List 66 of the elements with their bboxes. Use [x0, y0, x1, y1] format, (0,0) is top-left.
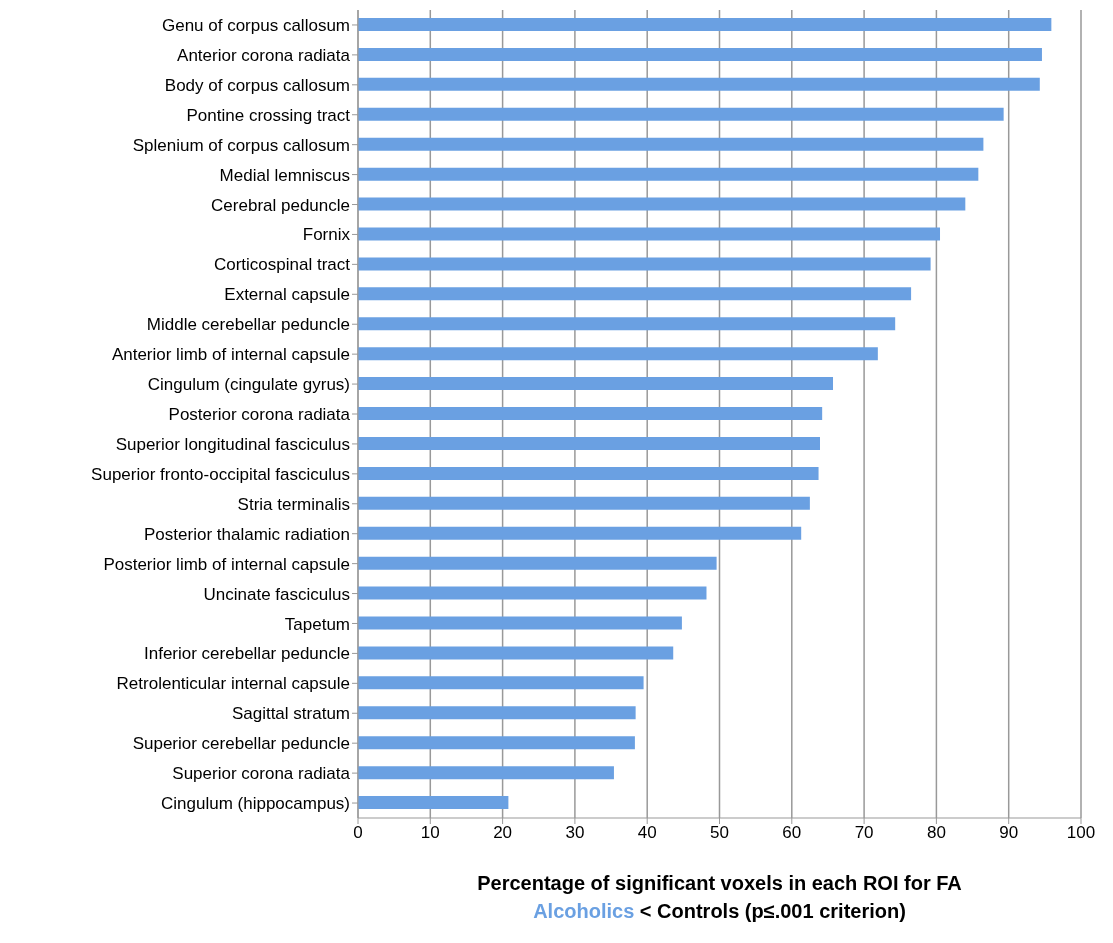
bar: [358, 317, 896, 331]
x-tick-label: 60: [782, 823, 802, 843]
y-tick-label: Uncinate fasciculus: [203, 584, 350, 604]
bar: [358, 646, 674, 660]
y-tick-label: Posterior limb of internal capsule: [103, 554, 350, 574]
y-tick-label: Middle cerebellar peduncle: [146, 315, 350, 335]
x-tick-label: 0: [353, 823, 363, 843]
y-tick-label: Corticospinal tract: [213, 255, 351, 275]
bar: [358, 167, 979, 181]
bar: [358, 616, 682, 630]
bar: [358, 137, 984, 151]
y-tick-label: Superior fronto-occipital fasciculus: [91, 464, 350, 484]
x-tick-label: 90: [999, 823, 1019, 843]
y-tick-label: Splenium of corpus callosum: [132, 135, 350, 155]
bar: [358, 347, 878, 361]
x-tick-label: 20: [493, 823, 513, 843]
bar: [358, 796, 509, 810]
y-tick-label: External capsule: [224, 285, 350, 305]
bar: [358, 257, 931, 271]
y-tick-label: Posterior thalamic radiation: [144, 524, 350, 544]
bar: [358, 107, 1004, 121]
y-tick-label: Superior corona radiata: [172, 764, 351, 784]
x-tick-label: 50: [710, 823, 729, 843]
x-tick-label: 80: [926, 823, 946, 843]
x-tick-label: 30: [565, 823, 585, 843]
y-tick-label: Inferior cerebellar peduncle: [143, 644, 350, 664]
bar: [358, 556, 717, 570]
x-tick-label: 10: [420, 823, 440, 843]
y-tick-label: Fornix: [302, 225, 351, 245]
y-tick-label: Body of corpus callosum: [164, 75, 350, 95]
bar: [358, 706, 636, 720]
y-tick-label: Medial lemniscus: [219, 165, 350, 185]
y-tick-label: Sagittal stratum: [231, 704, 350, 724]
y-tick-label: Superior longitudinal fasciculus: [115, 434, 350, 454]
bar: [358, 436, 820, 450]
bar: [358, 377, 834, 391]
y-tick-label: Cerebral peduncle: [211, 195, 350, 215]
y-tick-label: Retrolenticular internal capsule: [116, 674, 350, 694]
x-tick-label: 100: [1066, 823, 1096, 843]
bar: [358, 766, 614, 780]
bar: [358, 736, 635, 750]
y-tick-label: Tapetum: [284, 614, 350, 634]
y-tick-label: Pontine crossing tract: [186, 105, 351, 125]
y-tick-label: Genu of corpus callosum: [161, 16, 350, 35]
y-tick-label: Cingulum (hippocampus): [161, 794, 350, 814]
bar: [358, 526, 802, 540]
bar: [358, 407, 823, 421]
bar: [358, 77, 1040, 91]
bar: [358, 47, 1042, 61]
y-tick-label: Anterior limb of internal capsule: [111, 345, 350, 365]
x-tick-label: 40: [637, 823, 657, 843]
bar: [358, 466, 819, 480]
y-tick-label: Anterior corona radiata: [177, 45, 351, 65]
bar: [358, 287, 912, 301]
bar: [358, 227, 941, 241]
y-tick-label: Superior cerebellar peduncle: [132, 734, 350, 754]
y-tick-label: Posterior corona radiata: [168, 405, 351, 425]
bar: [358, 197, 966, 211]
bar: [358, 676, 644, 690]
x-axis-title: Percentage of significant voxels in each ROI for FA Alcoholics < Controls (p≤.001 criterion): [477, 872, 962, 922]
bar: [358, 586, 707, 600]
bar: [358, 18, 1052, 31]
x-tick-label: 70: [854, 823, 874, 843]
y-tick-label: Cingulum (cingulate gyrus): [147, 375, 350, 395]
bar: [358, 496, 810, 510]
y-tick-label: Stria terminalis: [237, 494, 350, 514]
